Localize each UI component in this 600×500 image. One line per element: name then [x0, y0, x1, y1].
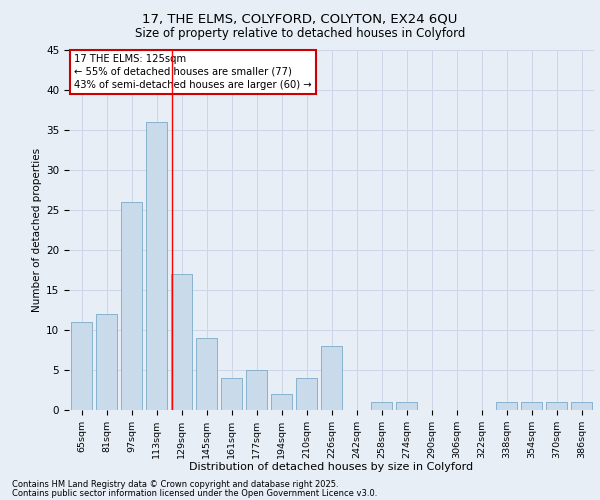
- Bar: [71, 322, 92, 410]
- Bar: [96, 314, 117, 410]
- Text: Contains public sector information licensed under the Open Government Licence v3: Contains public sector information licen…: [12, 488, 377, 498]
- Text: Size of property relative to detached houses in Colyford: Size of property relative to detached ho…: [135, 28, 465, 40]
- X-axis label: Distribution of detached houses by size in Colyford: Distribution of detached houses by size …: [190, 462, 473, 472]
- Text: Contains HM Land Registry data © Crown copyright and database right 2025.: Contains HM Land Registry data © Crown c…: [12, 480, 338, 489]
- Bar: [221, 378, 242, 410]
- Bar: [546, 402, 567, 410]
- Bar: [271, 394, 292, 410]
- Bar: [496, 402, 517, 410]
- Bar: [246, 370, 267, 410]
- Y-axis label: Number of detached properties: Number of detached properties: [32, 148, 42, 312]
- Bar: [146, 122, 167, 410]
- Bar: [371, 402, 392, 410]
- Text: 17 THE ELMS: 125sqm
← 55% of detached houses are smaller (77)
43% of semi-detach: 17 THE ELMS: 125sqm ← 55% of detached ho…: [74, 54, 312, 90]
- Bar: [196, 338, 217, 410]
- Bar: [571, 402, 592, 410]
- Bar: [521, 402, 542, 410]
- Text: 17, THE ELMS, COLYFORD, COLYTON, EX24 6QU: 17, THE ELMS, COLYFORD, COLYTON, EX24 6Q…: [142, 12, 458, 26]
- Bar: [321, 346, 342, 410]
- Bar: [171, 274, 192, 410]
- Bar: [121, 202, 142, 410]
- Bar: [396, 402, 417, 410]
- Bar: [296, 378, 317, 410]
